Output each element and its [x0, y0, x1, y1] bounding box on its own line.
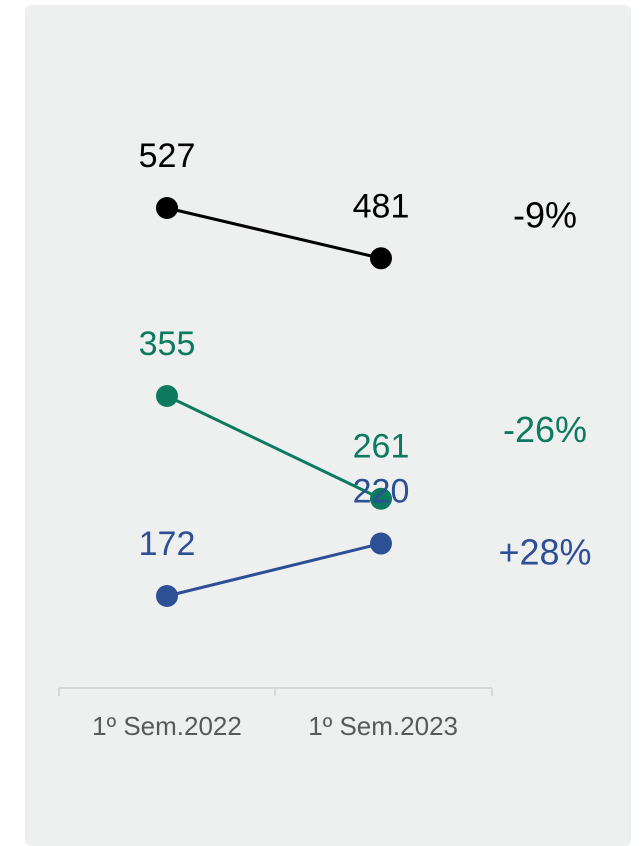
value-label: 527: [139, 137, 196, 175]
value-label: 261: [353, 428, 410, 466]
point: [156, 585, 178, 607]
value-label: 220: [353, 473, 410, 511]
series-line: [166, 542, 382, 598]
value-label: 355: [139, 325, 196, 363]
x-tick-label: 1º Sem.2022: [92, 711, 242, 741]
point: [370, 532, 392, 555]
chart-background: [25, 5, 631, 846]
point: [156, 384, 178, 407]
point: [370, 247, 392, 270]
value-label: 481: [353, 187, 410, 225]
point: [156, 197, 178, 219]
x-tick-label: 1º Sem.2023: [308, 711, 458, 741]
value-label: 172: [139, 525, 196, 563]
series-line: [166, 206, 382, 260]
change-label: -26%: [503, 409, 587, 450]
point: [370, 487, 392, 510]
change-label: -9%: [513, 195, 577, 236]
series-line: [166, 394, 382, 501]
change-label: +28%: [498, 531, 591, 572]
